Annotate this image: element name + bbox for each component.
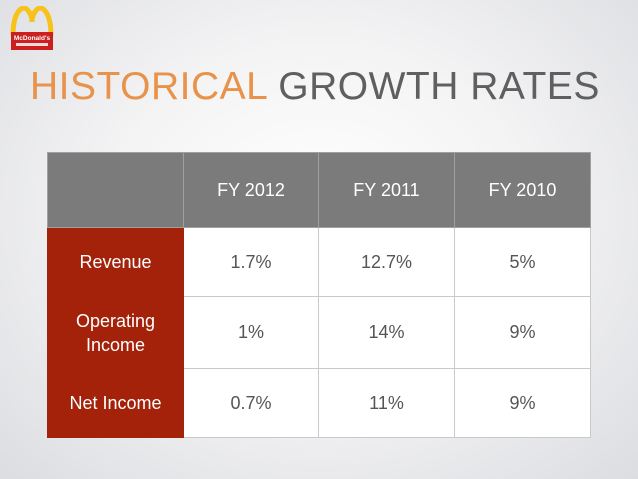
column-header-fy2012: FY 2012 [183,152,319,228]
table-cell: 9% [454,296,591,369]
column-header-empty [47,152,184,228]
title-accent: HISTORICAL [30,65,267,108]
table-row-net-income: Net Income 0.7% 11% 9% [47,368,591,438]
column-header-fy2010: FY 2010 [454,152,591,228]
svg-text:McDonald's: McDonald's [14,35,51,42]
title-rest: GROWTH RATES [278,65,600,108]
column-header-fy2011: FY 2011 [318,152,455,228]
table-cell: 14% [318,296,455,369]
table-cell: 0.7% [183,368,319,438]
table-cell: 1% [183,296,319,369]
table-cell: 12.7% [318,227,455,297]
slide-title: HISTORICAL GROWTH RATES [30,64,600,110]
table-header-row: FY 2012 FY 2011 FY 2010 [47,152,591,228]
table-cell: 9% [454,368,591,438]
mcdonalds-logo: McDonald's [8,5,56,52]
row-header-net-income: Net Income [47,368,184,438]
golden-arches-icon: McDonald's [10,5,54,50]
growth-rates-table: FY 2012 FY 2011 FY 2010 Revenue 1.7% 12.… [47,152,591,438]
table-row-revenue: Revenue 1.7% 12.7% 5% [47,227,591,297]
table-cell: 5% [454,227,591,297]
row-header-label: Operating Income [75,310,156,355]
table-cell: 11% [318,368,455,438]
row-header-operating-income: Operating Income [47,296,184,369]
table-row-operating-income: Operating Income 1% 14% 9% [47,296,591,369]
table-cell: 1.7% [183,227,319,297]
row-header-revenue: Revenue [47,227,184,297]
